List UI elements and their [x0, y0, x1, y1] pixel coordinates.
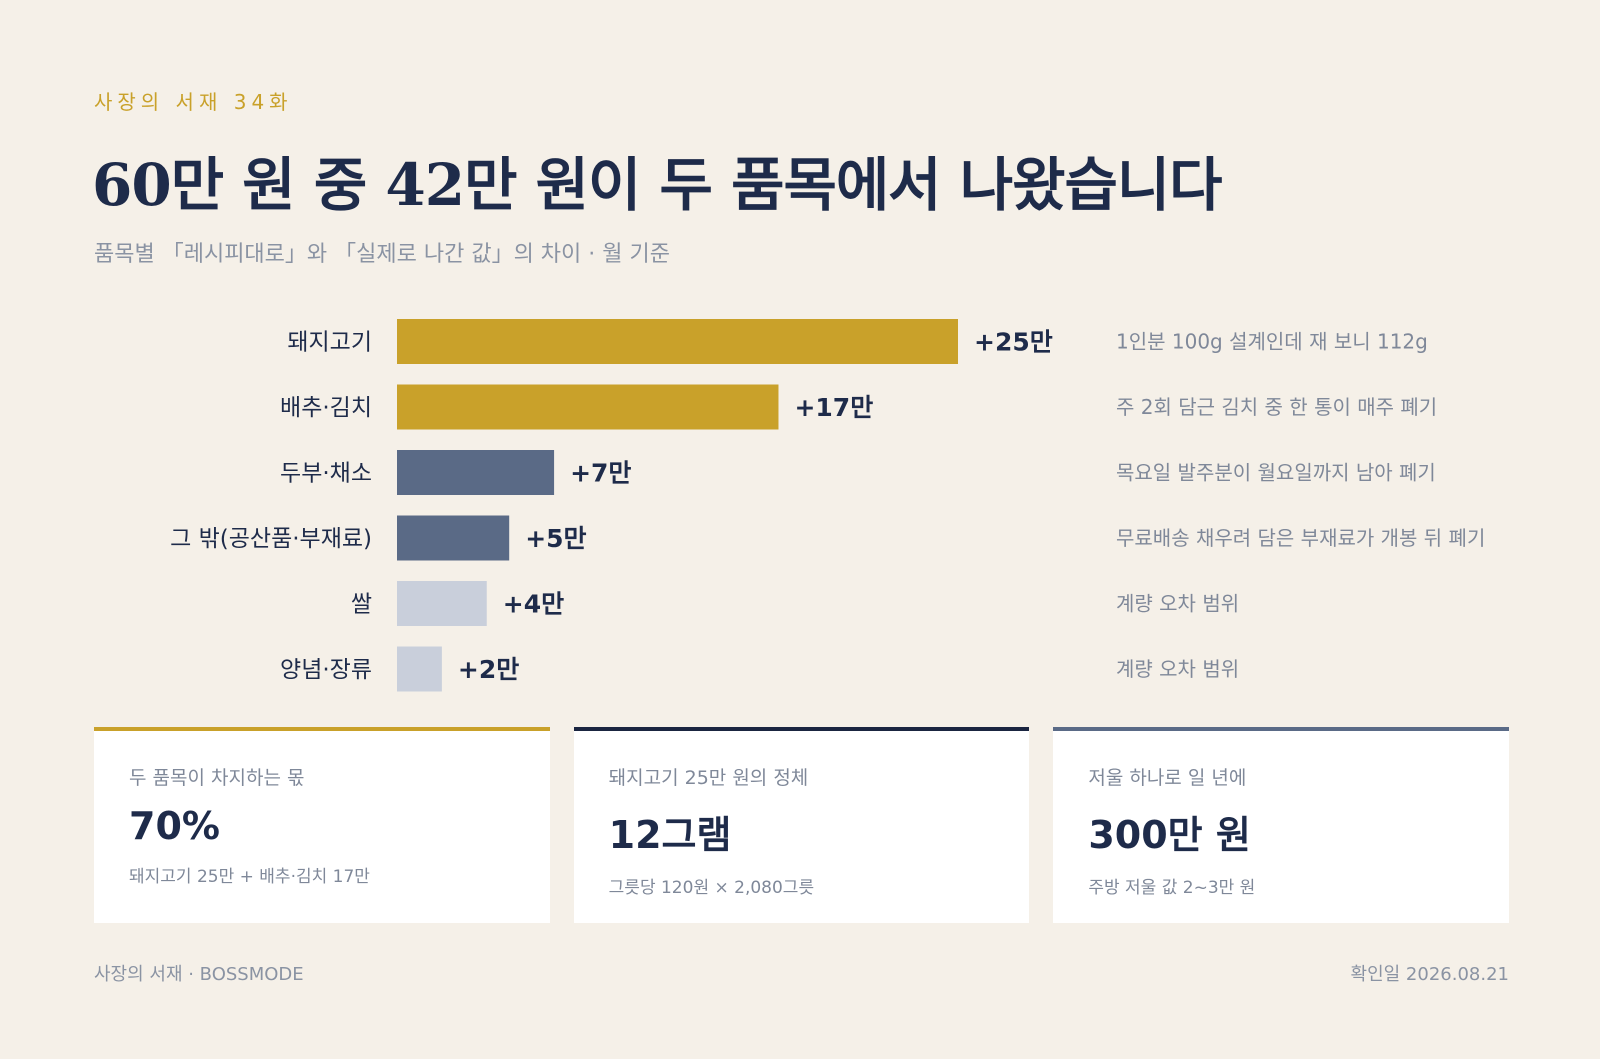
card-value: 70%	[129, 804, 220, 848]
bar-value-label: +5만	[525, 524, 586, 553]
bar-note: 주 2회 담근 김치 중 한 통이 매주 폐기	[1116, 395, 1437, 419]
category-label: 그 밖(공산품·부재료)	[170, 526, 372, 552]
bar-value-label: +2만	[458, 655, 519, 684]
bar-note: 계량 오차 범위	[1116, 592, 1239, 616]
summary-card-pork: 돼지고기 25만 원의 정체 12그램 그릇당 120원 × 2,080그릇	[573, 727, 1030, 923]
footer-brand: 사장의 서재 · BOSSMODE	[94, 964, 304, 985]
card-note: 돼지고기 25만 + 배추·김치 17만	[129, 867, 370, 887]
bar	[397, 581, 487, 626]
bar-note: 계량 오차 범위	[1116, 657, 1239, 681]
category-label: 배추·김치	[280, 395, 372, 421]
summary-card-share: 두 품목이 차지하는 몫 70% 돼지고기 25만 + 배추·김치 17만	[94, 727, 550, 923]
bar-value-label: +17만	[794, 393, 873, 422]
bar	[397, 319, 958, 364]
bar-note: 목요일 발주분이 월요일까지 남아 폐기	[1116, 461, 1436, 485]
card-label: 두 품목이 차지하는 몫	[129, 767, 305, 789]
bar-value-label: +25만	[974, 328, 1053, 357]
bar	[397, 450, 555, 495]
page-title: 60만 원 중 42만 원이 두 품목에서 나왔습니다	[92, 151, 1223, 219]
card-value: 300만 원	[1088, 813, 1251, 857]
card-label: 돼지고기 25만 원의 정체	[608, 767, 809, 789]
bar	[397, 384, 779, 430]
bar-value-label: +7만	[570, 459, 631, 488]
card-value: 12그램	[608, 813, 732, 857]
page-subtitle: 품목별 「레시피대로」와 「실제로 나간 값」의 차이 · 월 기준	[94, 242, 670, 267]
bar	[397, 646, 442, 692]
card-note: 그릇당 120원 × 2,080그릇	[608, 878, 815, 898]
summary-card-scale: 저울 하나로 일 년에 300만 원 주방 저울 값 2~3만 원	[1053, 727, 1510, 923]
bar-note: 1인분 100g 설계인데 재 보니 112g	[1116, 330, 1428, 354]
bar-value-label: +4만	[503, 590, 564, 619]
category-label: 두부·채소	[280, 461, 372, 487]
footer-date: 확인일 2026.08.21	[1350, 964, 1509, 985]
card-label: 저울 하나로 일 년에	[1088, 767, 1247, 789]
category-label: 양념·장류	[280, 657, 372, 683]
bar	[397, 515, 510, 561]
category-label: 쌀	[351, 592, 372, 618]
card-note: 주방 저울 값 2~3만 원	[1088, 878, 1256, 898]
summary-cards: 두 품목이 차지하는 몫 70% 돼지고기 25만 + 배추·김치 17만 돼지…	[94, 727, 1510, 923]
category-label: 돼지고기	[287, 330, 372, 356]
episode-eyebrow: 사장의 서재 34화	[94, 90, 293, 114]
bar-note: 무료배송 채우려 담은 부재료가 개봉 뒤 폐기	[1116, 526, 1485, 550]
bar-chart: 돼지고기 +25만 1인분 100g 설계인데 재 보니 112g 배추·김치 +17만…	[170, 319, 1485, 692]
